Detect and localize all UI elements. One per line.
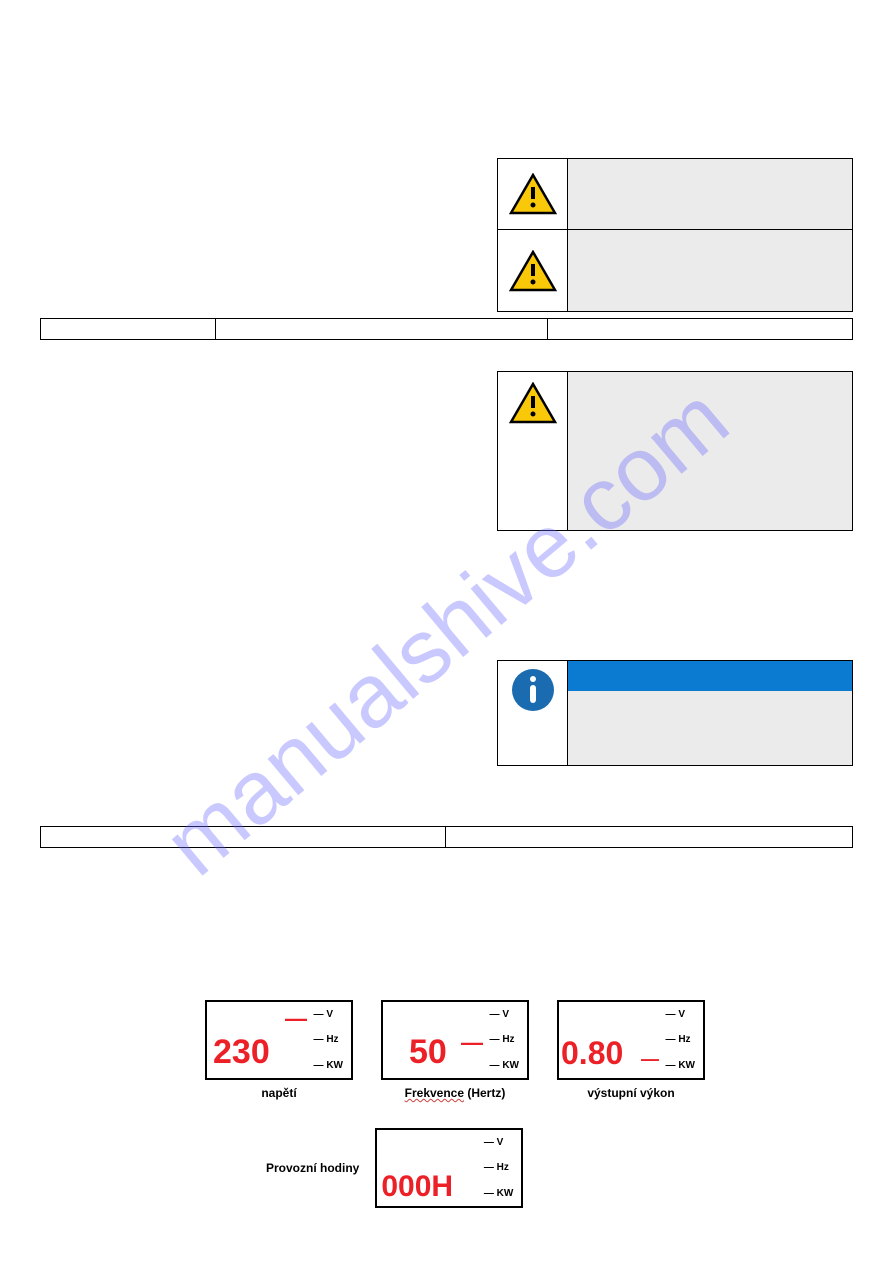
display-caption: Frekvence (Hertz) bbox=[381, 1086, 529, 1100]
warning-box-3 bbox=[497, 371, 853, 531]
unit-kw: KW bbox=[484, 1188, 513, 1199]
unit-labels: V Hz KW bbox=[314, 1002, 343, 1078]
display-value: 000H bbox=[381, 1170, 453, 1204]
info-header bbox=[568, 661, 852, 691]
warning-icon-cell bbox=[498, 230, 568, 311]
unit-hz: Hz bbox=[484, 1162, 513, 1173]
display-value: 50 bbox=[409, 1033, 447, 1072]
unit-labels: V Hz KW bbox=[484, 1130, 513, 1206]
display-power: V Hz KW — 0.80 výstupní výkon bbox=[557, 1000, 705, 1100]
table-cell bbox=[548, 319, 852, 339]
unit-kw: KW bbox=[666, 1060, 695, 1071]
display-voltage: V Hz KW — 230 napětí bbox=[205, 1000, 353, 1100]
display-hours: V Hz KW 000H bbox=[375, 1128, 523, 1208]
warning-triangle-icon bbox=[509, 382, 557, 424]
warning-triangle-icon bbox=[509, 173, 557, 215]
table-1 bbox=[40, 318, 853, 340]
display-row-2: Provozní hodiny V Hz KW 000H bbox=[266, 1128, 523, 1208]
warning-text-cell bbox=[568, 230, 852, 311]
display-row-1: V Hz KW — 230 napětí V Hz KW — 50 Frekve… bbox=[205, 1000, 705, 1100]
indicator-dash: — bbox=[641, 1049, 659, 1070]
indicator-dash: — bbox=[461, 1030, 483, 1056]
unit-labels: V Hz KW bbox=[666, 1002, 695, 1078]
table-cell bbox=[41, 319, 216, 339]
unit-v: V bbox=[314, 1009, 343, 1020]
warning-icon-cell bbox=[498, 159, 568, 229]
display-caption: výstupní výkon bbox=[557, 1086, 705, 1100]
warning-box-2 bbox=[497, 230, 853, 312]
indicator-dash: — bbox=[285, 1006, 307, 1032]
warning-box-1 bbox=[497, 158, 853, 230]
display-value: 0.80 bbox=[561, 1035, 623, 1072]
caption-prefix: Frekvence bbox=[405, 1086, 464, 1100]
unit-kw: KW bbox=[314, 1060, 343, 1071]
unit-hz: Hz bbox=[666, 1034, 695, 1045]
unit-labels: V Hz KW bbox=[490, 1002, 519, 1078]
info-box bbox=[497, 660, 853, 766]
warning-triangle-icon bbox=[509, 250, 557, 292]
table-cell bbox=[41, 827, 446, 847]
display-caption: napětí bbox=[205, 1086, 353, 1100]
warning-icon-cell bbox=[498, 372, 568, 530]
unit-v: V bbox=[666, 1009, 695, 1020]
info-body bbox=[568, 691, 852, 765]
hours-label: Provozní hodiny bbox=[266, 1161, 359, 1175]
warning-text-cell bbox=[568, 159, 852, 229]
unit-hz: Hz bbox=[314, 1034, 343, 1045]
table-2 bbox=[40, 826, 853, 848]
unit-hz: Hz bbox=[490, 1034, 519, 1045]
info-circle-icon bbox=[510, 667, 556, 713]
display-frequency: V Hz KW — 50 Frekvence (Hertz) bbox=[381, 1000, 529, 1100]
display-box: V Hz KW — 230 bbox=[205, 1000, 353, 1080]
unit-v: V bbox=[484, 1137, 513, 1148]
display-box: V Hz KW — 50 bbox=[381, 1000, 529, 1080]
caption-suffix: (Hertz) bbox=[464, 1086, 505, 1100]
display-value: 230 bbox=[213, 1033, 270, 1072]
info-icon-cell bbox=[498, 661, 568, 765]
table-cell bbox=[216, 319, 548, 339]
display-box: V Hz KW 000H bbox=[375, 1128, 523, 1208]
info-text-cell bbox=[568, 661, 852, 765]
display-box: V Hz KW — 0.80 bbox=[557, 1000, 705, 1080]
unit-kw: KW bbox=[490, 1060, 519, 1071]
unit-v: V bbox=[490, 1009, 519, 1020]
warning-text-cell bbox=[568, 372, 852, 530]
table-cell bbox=[446, 827, 852, 847]
